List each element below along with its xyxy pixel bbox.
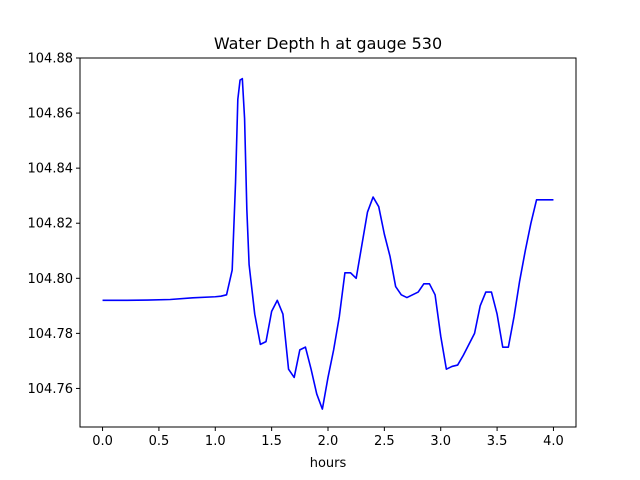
x-tick-label: 1.5 — [261, 434, 282, 449]
y-tick-label: 104.88 — [28, 52, 74, 67]
x-tick-label: 0.5 — [149, 434, 170, 449]
x-tick-label: 2.5 — [374, 434, 395, 449]
chart-title: Water Depth h at gauge 530 — [214, 34, 442, 53]
water-depth-series-line — [102, 77, 554, 410]
y-tick-label: 104.86 — [28, 107, 74, 122]
y-tick-label: 104.76 — [28, 382, 74, 397]
x-tick-label: 2.0 — [318, 434, 339, 449]
y-tick-label: 104.80 — [28, 272, 74, 287]
x-tick-label: 3.5 — [487, 434, 508, 449]
y-tick-label: 104.78 — [28, 327, 74, 342]
x-axis-label: hours — [310, 456, 347, 471]
x-axis: 0.0 0.5 1.0 1.5 2.0 2.5 3.0 3.5 4.0 — [92, 427, 564, 449]
plot-area — [79, 57, 577, 428]
plot-frame — [79, 57, 577, 428]
x-tick-label: 1.0 — [205, 434, 226, 449]
y-tick-label: 104.82 — [28, 217, 74, 232]
x-tick-label: 0.0 — [92, 434, 113, 449]
x-tick-label: 3.0 — [430, 434, 451, 449]
x-tick-label: 4.0 — [543, 434, 564, 449]
y-axis: 104.76 104.78 104.80 104.82 104.84 104.86 104.… — [28, 52, 80, 397]
y-tick-label: 104.84 — [28, 162, 74, 177]
